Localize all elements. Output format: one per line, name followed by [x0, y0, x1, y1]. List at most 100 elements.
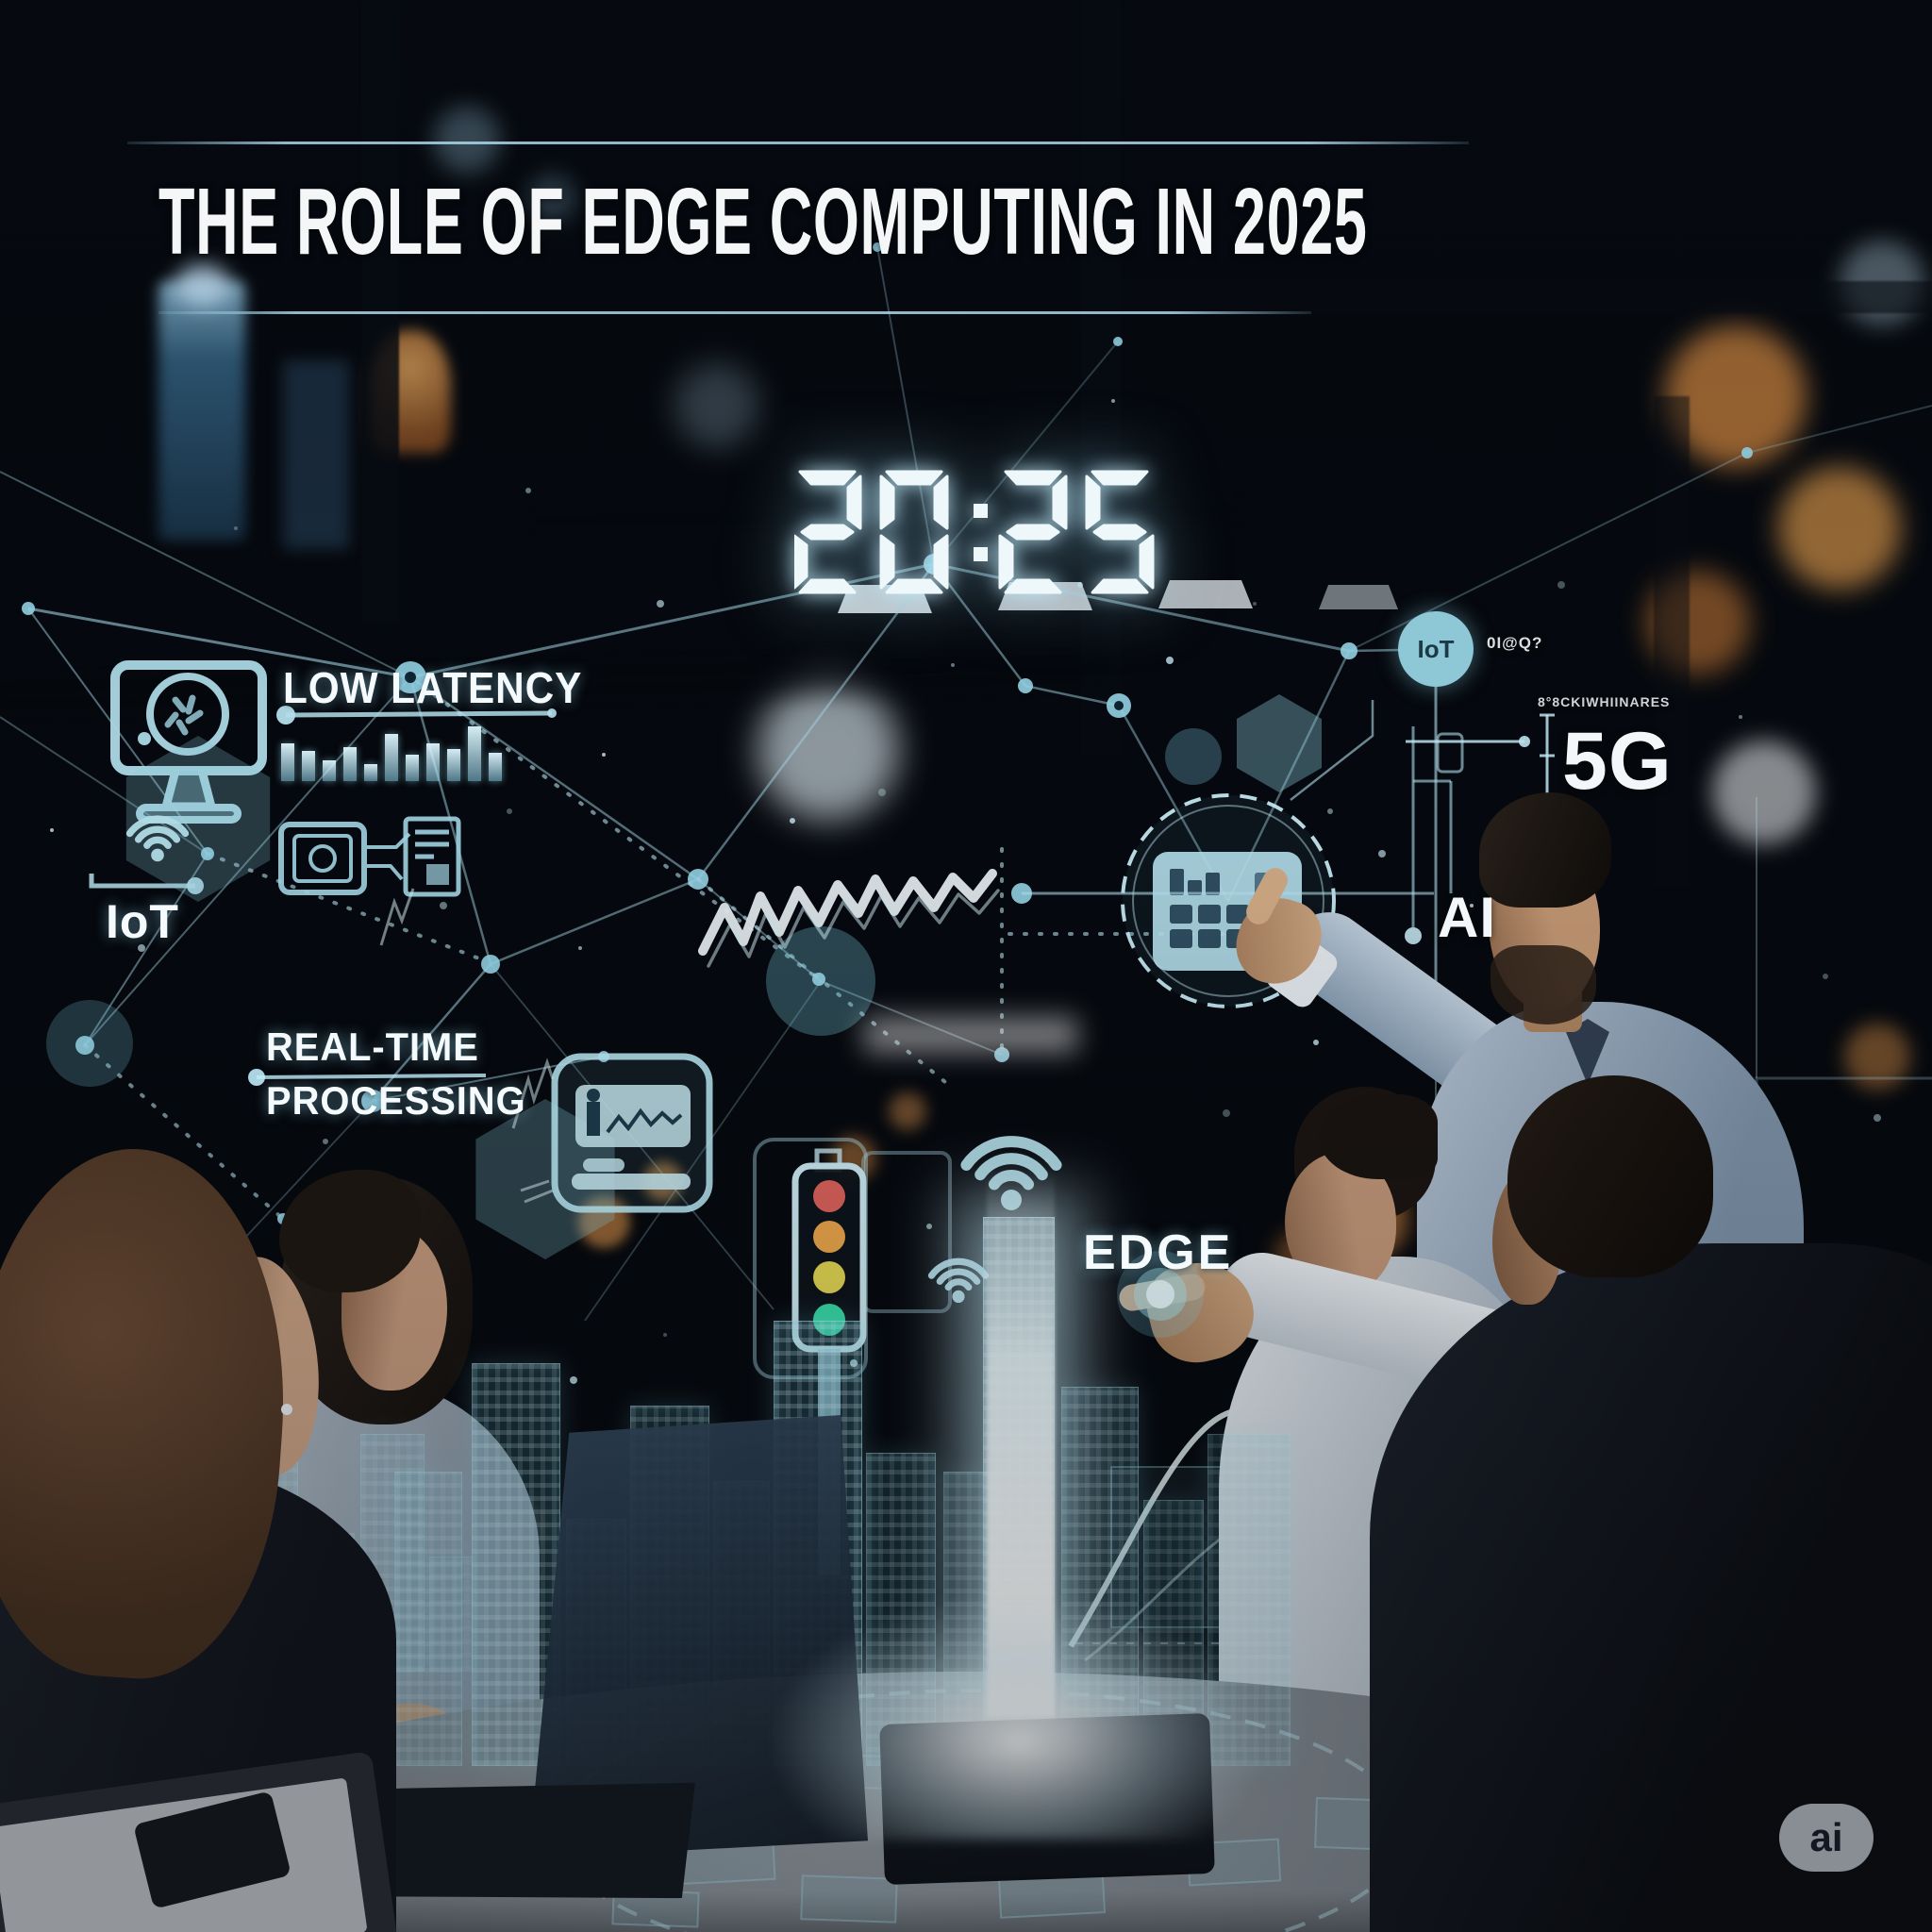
mesh-line — [584, 980, 822, 1322]
iot-glitch-text: 0I@Q? — [1487, 634, 1543, 652]
beam-flare — [774, 1594, 1264, 1840]
window-mullion — [1081, 0, 1121, 755]
realtime-line1: REAL-TIME — [266, 1024, 479, 1069]
mesh-node — [688, 869, 708, 890]
bright-streak — [864, 1017, 1077, 1053]
bokeh-light — [528, 175, 575, 222]
digital-clock — [794, 470, 1172, 594]
sparkle-dot — [1378, 850, 1386, 858]
mesh-line — [933, 341, 1119, 565]
mesh-node — [1741, 447, 1753, 458]
mesh-line — [876, 246, 935, 565]
zigzag-chart-line — [698, 869, 1000, 968]
bokeh-light — [434, 107, 500, 173]
clock-digit — [879, 470, 949, 594]
sparkle-dot — [507, 808, 512, 814]
low-latency-label: LOW LATENCY — [283, 663, 583, 712]
title-rule-top — [127, 142, 1469, 144]
blurred-tower — [158, 281, 245, 541]
standing-man-beard — [1491, 945, 1596, 1024]
sparkle-dot — [951, 663, 955, 667]
sparkle-dot — [570, 1376, 577, 1384]
mesh-node — [361, 1090, 384, 1112]
sparkle-dot — [602, 753, 606, 757]
ai-watermark-text: ai — [1809, 1815, 1843, 1859]
bokeh-light — [889, 1092, 926, 1130]
clock-digit — [1085, 470, 1155, 594]
latency-bar — [489, 753, 502, 781]
sparkle-dot — [525, 488, 531, 493]
iot-connector-line — [89, 874, 204, 894]
wifi-arc — [960, 1136, 1062, 1171]
sparkle-dot — [1077, 582, 1083, 588]
sparkle-dot — [1166, 657, 1174, 664]
mesh-node — [22, 602, 35, 615]
sparkle-dot — [1327, 808, 1333, 814]
title-rule-bottom — [158, 311, 1311, 314]
sparkle-dot — [878, 789, 886, 796]
realtime-label: REAL-TIME PROCESSING — [266, 1021, 526, 1127]
mesh-node-core — [1114, 701, 1124, 710]
tower-glow — [175, 264, 230, 306]
latency-bar — [281, 743, 294, 781]
blurred-building — [283, 360, 349, 549]
mesh-line — [0, 471, 411, 678]
page-title: THE ROLE OF EDGE COMPUTING IN 2025 — [158, 169, 1368, 275]
sparkle-dot — [578, 946, 582, 950]
bokeh-light — [1778, 467, 1901, 590]
bokeh-light — [1844, 1024, 1910, 1090]
man-suit-hair — [1507, 1075, 1713, 1277]
sparkle-dot — [1223, 1109, 1230, 1117]
woman1-earring — [281, 1404, 292, 1415]
mesh-line — [1746, 405, 1932, 454]
wifi-icon — [927, 1257, 990, 1303]
iot-bubble[interactable]: IoT — [1398, 611, 1474, 687]
latency-connector-line — [276, 706, 557, 724]
hexagon-icon — [125, 736, 271, 902]
latency-bar — [323, 760, 336, 781]
hexagon-icon — [1237, 694, 1322, 792]
holo-building — [429, 1557, 473, 1672]
mesh-dotted-line — [206, 852, 491, 964]
ai-watermark-badge: ai — [1779, 1804, 1874, 1872]
wifi-arc — [974, 1153, 1048, 1181]
sparkle-dot — [323, 1139, 328, 1144]
latency-bar — [426, 743, 440, 781]
sparkle-dot — [850, 1359, 858, 1367]
wifi-arc — [143, 836, 172, 849]
sparkle-dot — [440, 902, 447, 909]
wifi-arc — [944, 1278, 973, 1291]
mesh-node-core — [405, 672, 416, 683]
ceiling-light-reflection — [1158, 580, 1253, 608]
mesh-line — [1348, 648, 1401, 653]
mesh-node — [201, 847, 214, 860]
mesh-node — [1113, 337, 1123, 346]
ai-label: AI — [1438, 886, 1496, 949]
standing-man-hair — [1479, 792, 1611, 908]
sparkle-dot — [1313, 1040, 1319, 1045]
bokeh-light — [675, 363, 759, 448]
sparkle-dot — [234, 526, 238, 530]
monitor-gear-icon — [110, 660, 267, 824]
sparkle-dot — [1253, 602, 1257, 606]
mesh-line — [1024, 684, 1120, 708]
iot-left-label: IoT — [106, 895, 179, 948]
latency-bar — [468, 726, 481, 781]
mesh-node — [873, 242, 882, 252]
edge-label: EDGE — [1083, 1225, 1234, 1280]
glowing-orb — [1117, 1251, 1204, 1338]
sparkle-dot — [926, 1224, 932, 1229]
sparkle-dot — [138, 944, 145, 952]
seated-man-hair-front — [1319, 1094, 1438, 1179]
latency-bar-chart — [281, 723, 536, 781]
patient-monitor-icon — [551, 1053, 713, 1213]
mesh-node — [481, 955, 500, 974]
laptop-keyboard — [375, 1773, 701, 1914]
mesh-node — [1018, 678, 1033, 693]
soft-blob — [1165, 728, 1222, 785]
5g-label: 5G — [1562, 716, 1673, 807]
handwriting-squiggle — [379, 888, 555, 1204]
mesh-line — [696, 563, 936, 880]
wifi-arc — [927, 1257, 990, 1279]
